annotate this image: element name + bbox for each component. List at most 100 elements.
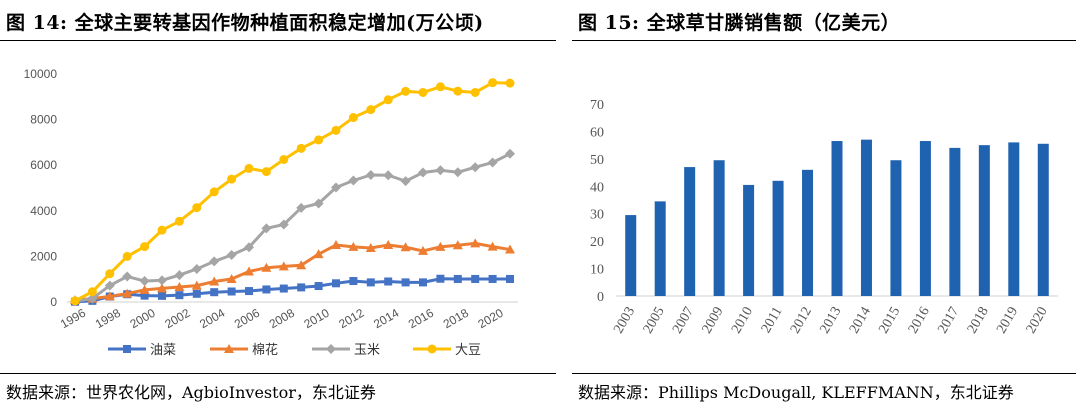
data-point: [470, 238, 481, 248]
data-point: [279, 155, 289, 164]
data-point: [157, 283, 167, 293]
x-tick-label: 2008: [267, 306, 297, 332]
data-point: [158, 291, 166, 300]
data-point: [87, 287, 97, 297]
data-point: [366, 105, 376, 115]
data-point: [383, 170, 394, 181]
data-point: [435, 241, 446, 251]
right-figure-panel: 图 15: 全球草甘膦销售额（亿美元） 0 10 20 30 40 50 60 70 2003 2…: [572, 0, 1080, 418]
data-point: [157, 225, 167, 235]
data-point: [210, 288, 219, 297]
data-point: [174, 281, 185, 291]
x-tick-label: 2007: [670, 305, 697, 337]
data-point: [383, 240, 394, 249]
data-point: [192, 289, 201, 298]
data-point: [175, 291, 184, 300]
bar: [860, 139, 872, 296]
x-tick-label: 2012: [336, 306, 366, 332]
data-point: [226, 273, 237, 283]
y-tick-label: 70: [590, 98, 604, 113]
data-point: [435, 82, 445, 92]
y-tick-label: 2000: [30, 249, 57, 263]
data-point: [226, 250, 237, 261]
y-tick-label: 0: [597, 290, 604, 305]
data-point: [297, 283, 306, 292]
bar: [743, 184, 755, 296]
data-point: [245, 287, 253, 296]
x-tick-label: 2013: [817, 305, 844, 337]
data-point: [313, 198, 324, 209]
data-point: [418, 167, 428, 178]
data-point: [140, 242, 150, 252]
legend-label: 棉花: [252, 342, 278, 357]
data-point: [191, 280, 202, 290]
x-tick-label: 2012: [788, 305, 815, 337]
data-point: [104, 291, 115, 301]
x-tick-label: 2009: [700, 305, 727, 337]
data-point: [487, 241, 498, 251]
x-tick-label: 2005: [641, 305, 668, 337]
legend-marker: [123, 345, 131, 353]
data-point: [505, 244, 515, 254]
right-source-rule: [572, 373, 1076, 374]
data-point: [383, 95, 393, 105]
data-point: [419, 278, 427, 287]
bar: [1037, 143, 1049, 296]
data-point: [139, 284, 150, 294]
legend-label: 大豆: [455, 342, 481, 357]
x-tick-label: 1996: [58, 306, 88, 332]
legend-marker: [224, 344, 234, 353]
data-point: [470, 87, 480, 97]
data-point: [401, 86, 411, 96]
data-point: [296, 260, 307, 270]
y-tick-label: 4000: [30, 204, 57, 218]
data-point: [436, 274, 445, 283]
data-point: [279, 284, 288, 293]
x-tick-label: 2003: [611, 305, 638, 337]
bar: [890, 160, 902, 296]
left-title-rule: [0, 40, 556, 41]
y-tick-label: 8000: [30, 113, 57, 127]
x-tick-label: 2016: [406, 306, 436, 332]
y-tick-label: 10000: [24, 67, 58, 81]
data-point: [227, 174, 237, 184]
data-point: [244, 163, 254, 173]
series-line-2: [74, 241, 511, 302]
left-figure-panel: 图 14: 全球主要转基因作物种植面积稳定增加(万公顷) 0 2000 4000 60…: [0, 12, 556, 402]
bar: [654, 201, 666, 296]
y-tick-label: 60: [590, 125, 604, 140]
data-point: [452, 167, 463, 178]
data-point: [401, 278, 410, 287]
data-point: [314, 282, 323, 291]
bar: [978, 145, 990, 296]
data-point: [244, 266, 254, 276]
bar: [949, 147, 961, 296]
y-tick-label: 20: [590, 235, 604, 250]
data-point: [366, 278, 375, 287]
x-tick-label: 2002: [162, 306, 192, 332]
x-tick-label: 2015: [876, 305, 903, 337]
x-tick-label: 2011: [759, 305, 786, 336]
data-point: [384, 277, 393, 286]
x-tick-label: 2014: [371, 306, 401, 332]
right-title-rule: [572, 40, 1076, 41]
y-tick-label: 50: [590, 153, 604, 168]
left-source-note: 数据来源：世界农化网，AgbioInvestor，东北证券: [6, 383, 376, 402]
data-point: [122, 271, 133, 282]
data-point: [331, 182, 341, 193]
data-point: [487, 157, 498, 168]
bar: [684, 167, 696, 296]
x-tick-label: 2020: [1024, 305, 1051, 337]
data-point: [191, 263, 202, 274]
data-point: [365, 242, 376, 252]
data-point: [122, 251, 132, 261]
data-point: [348, 175, 359, 186]
data-point: [296, 202, 307, 213]
legend-label: 玉米: [354, 342, 380, 357]
data-point: [192, 203, 202, 213]
data-point: [278, 219, 289, 230]
data-point: [453, 86, 463, 96]
series-line-4: [74, 81, 511, 303]
data-point: [418, 245, 428, 255]
